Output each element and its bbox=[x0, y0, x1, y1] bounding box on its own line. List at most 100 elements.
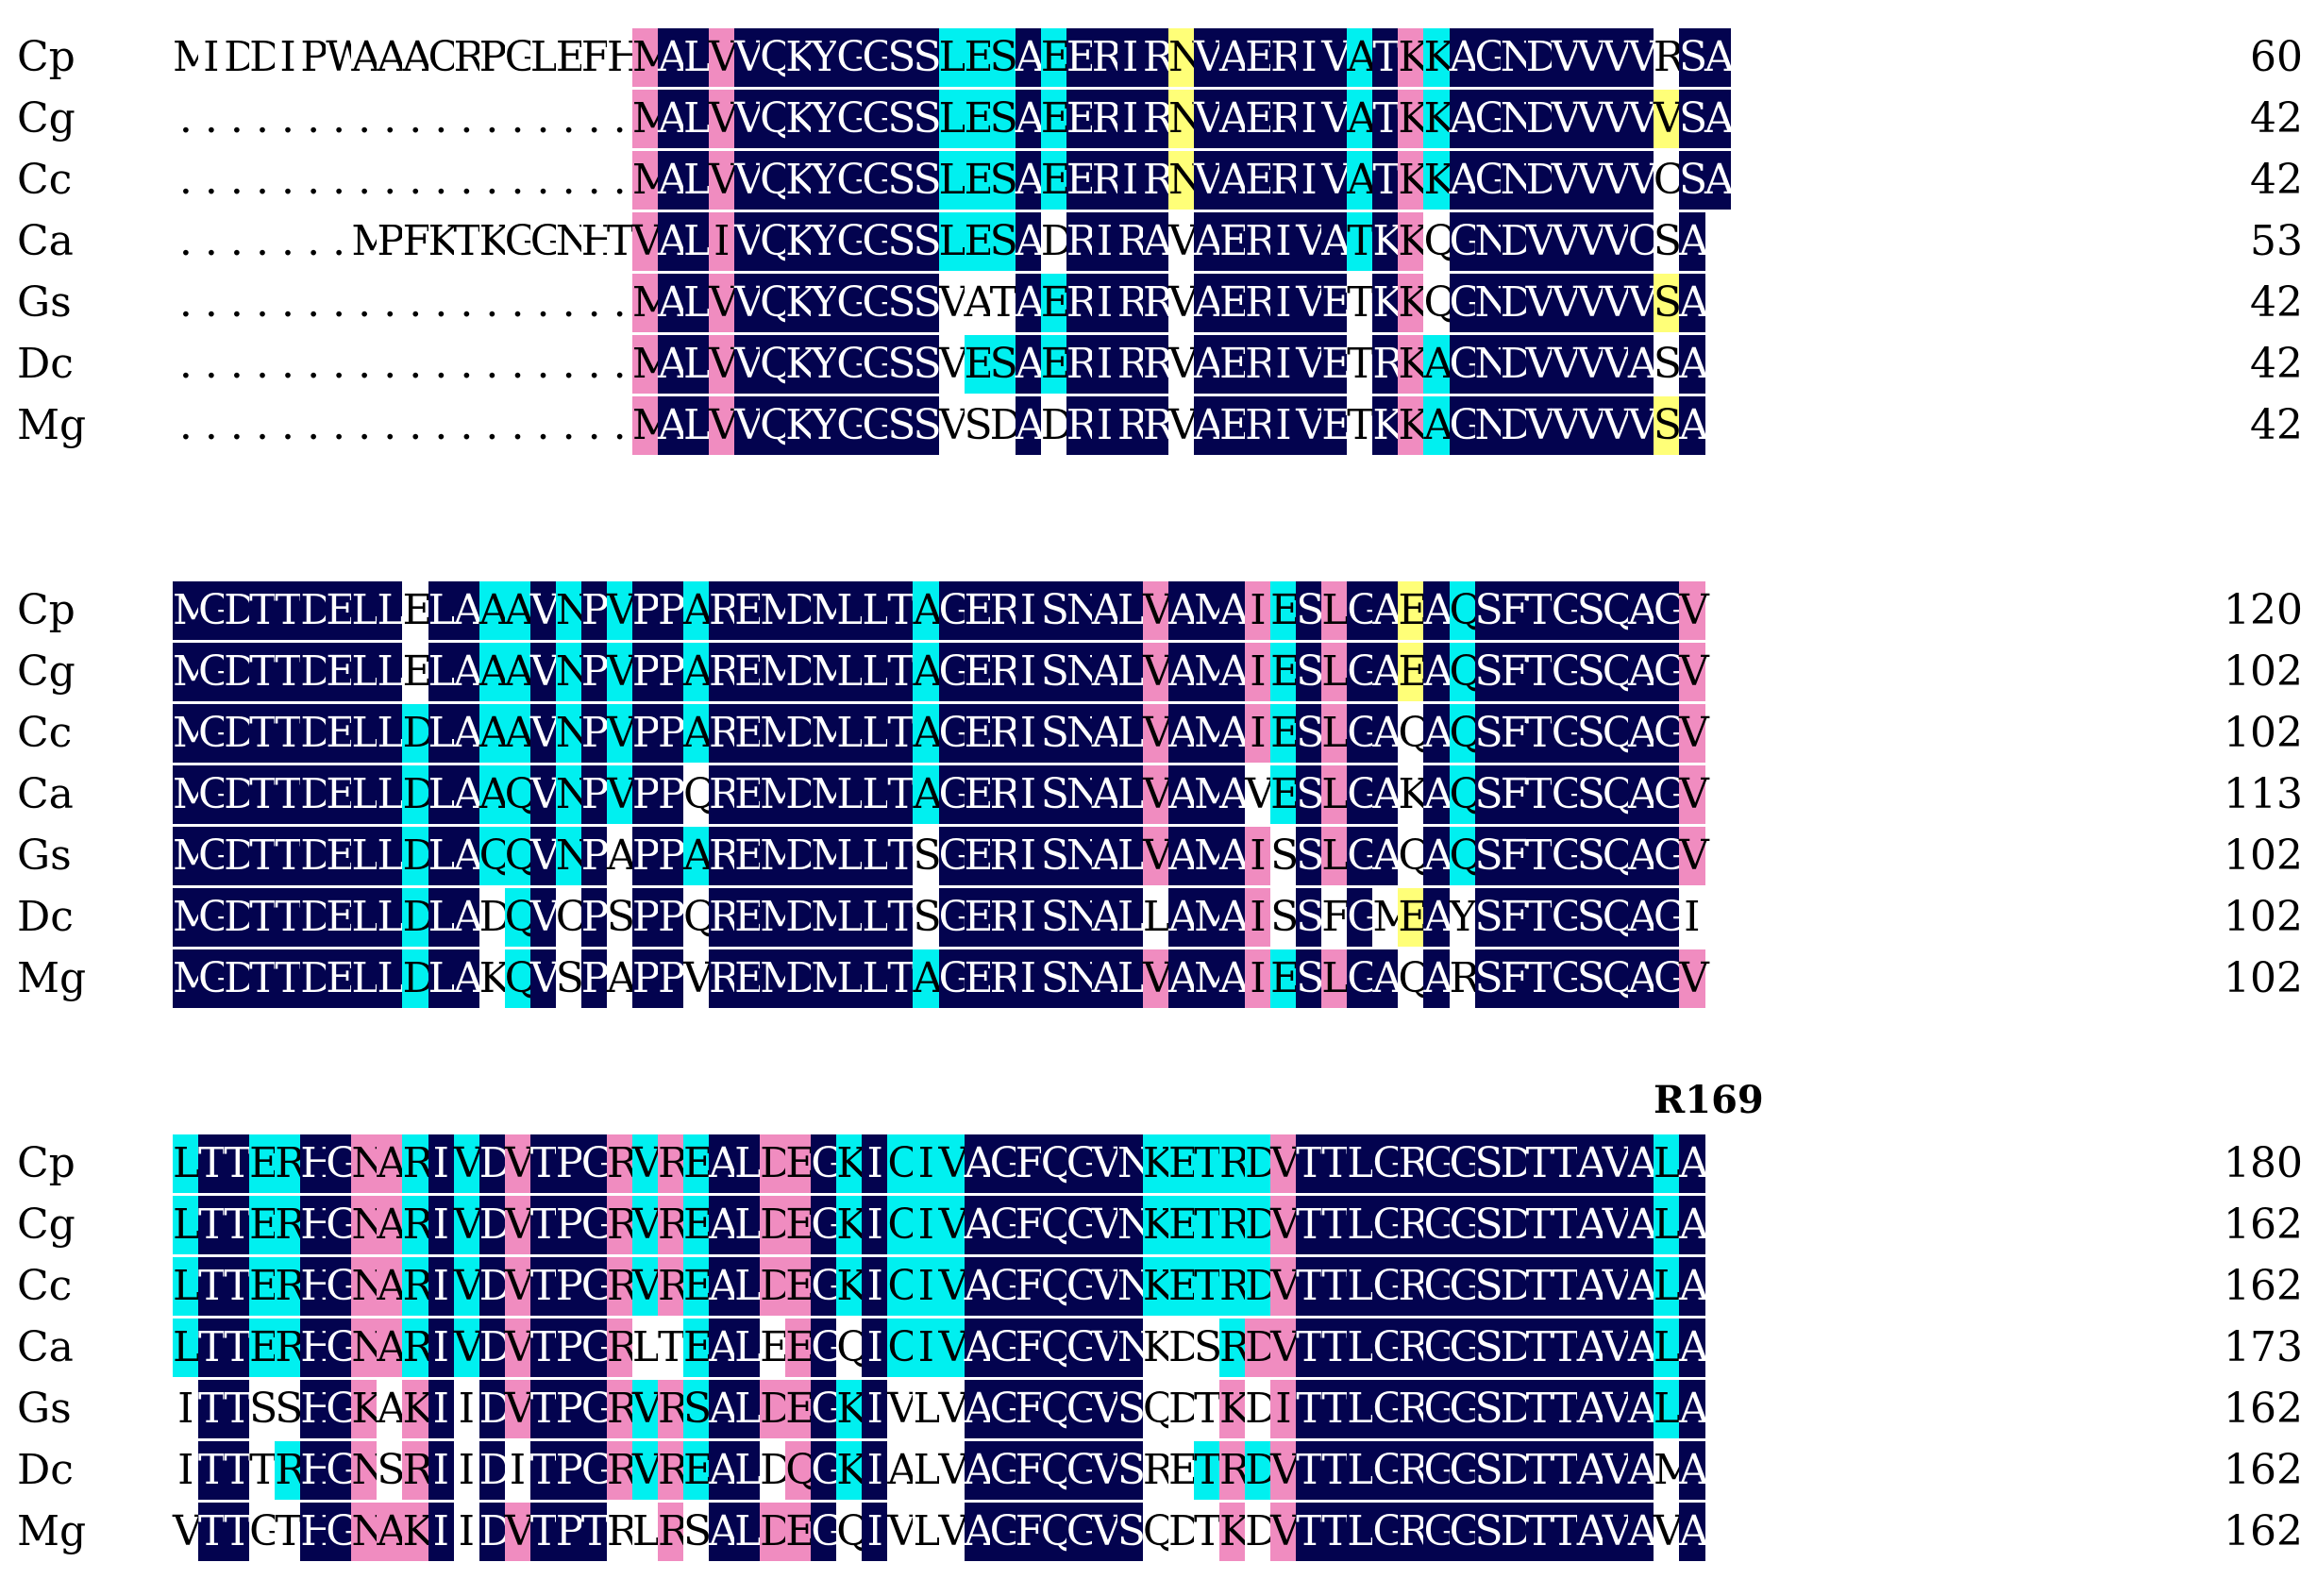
residue-cell: R bbox=[275, 1441, 306, 1500]
residue-cell: S bbox=[1576, 581, 1605, 640]
residue-cell: L bbox=[631, 1319, 660, 1377]
residue-cell: A bbox=[1015, 212, 1045, 271]
residue-cell: E bbox=[1167, 1134, 1199, 1193]
residue-cell: E bbox=[734, 827, 764, 885]
residue-cell: V bbox=[453, 1257, 483, 1316]
residue-cell: A bbox=[1219, 28, 1250, 87]
residue-cell: N bbox=[555, 704, 592, 763]
residue-cell: M bbox=[173, 949, 215, 1008]
residue-cell: G bbox=[580, 1441, 614, 1500]
residue-cell: . bbox=[300, 335, 327, 394]
residue-cell: . bbox=[326, 212, 352, 271]
residue-cell: G bbox=[1347, 949, 1380, 1008]
residue-cell: R bbox=[1398, 1319, 1430, 1377]
residue-cell: T bbox=[887, 643, 915, 701]
residue-cell: P bbox=[631, 827, 661, 885]
residue-cell: A bbox=[657, 396, 688, 455]
residue-cell: L bbox=[1321, 704, 1349, 763]
residue-cell: T bbox=[249, 704, 277, 763]
residue-cell: S bbox=[1653, 335, 1682, 394]
residue-cell: E bbox=[964, 765, 995, 824]
residue-cell: S bbox=[964, 396, 993, 455]
residue-cell: T bbox=[275, 643, 303, 701]
residue-cell: A bbox=[657, 28, 688, 87]
residue-cell: A bbox=[913, 704, 943, 763]
residue-cell: I bbox=[1117, 151, 1144, 210]
residue-cell: M bbox=[760, 704, 802, 763]
residue-cell: A bbox=[1576, 1134, 1607, 1193]
residue-cell: D bbox=[479, 1134, 512, 1193]
residue-cell: G bbox=[1653, 581, 1687, 640]
residue-cell: V bbox=[938, 274, 968, 332]
residue-cell: . bbox=[504, 396, 531, 455]
residue-cell: S bbox=[1296, 704, 1324, 763]
residue-cell: . bbox=[326, 151, 352, 210]
residue-cell: R bbox=[1398, 1441, 1430, 1500]
residue-cell: R bbox=[1066, 274, 1098, 332]
residue-cell: R bbox=[657, 1196, 689, 1254]
residue-cell: A bbox=[709, 1503, 739, 1561]
residue-cell: D bbox=[300, 888, 334, 947]
residue-cell: A bbox=[1678, 335, 1709, 394]
residue-cell: V bbox=[1602, 90, 1633, 148]
residue-cell: D bbox=[989, 396, 1023, 455]
residue-cell: . bbox=[428, 151, 455, 210]
residue-cell: I bbox=[1091, 396, 1118, 455]
residue-cell: E bbox=[683, 1257, 714, 1316]
residue-cell: E bbox=[326, 765, 356, 824]
residue-cell: I bbox=[428, 1380, 455, 1438]
residue-cell: T bbox=[249, 827, 277, 885]
residue-cell: M bbox=[1653, 1441, 1696, 1500]
residue-cell: Y bbox=[1449, 888, 1477, 947]
residue-cell: L bbox=[631, 1503, 660, 1561]
residue-cell: A bbox=[453, 949, 483, 1008]
residue-cell: N bbox=[1117, 1257, 1153, 1316]
residue-cell: A bbox=[1347, 151, 1377, 210]
residue-cell: V bbox=[453, 1196, 483, 1254]
residue-cell: R bbox=[606, 1196, 638, 1254]
residue-cell: Q bbox=[760, 212, 794, 271]
residue-cell: R bbox=[989, 827, 1021, 885]
residue-cell: K bbox=[1398, 28, 1429, 87]
residue-cell: D bbox=[1500, 1257, 1534, 1316]
residue-cell: R bbox=[709, 949, 740, 1008]
residue-cell: E bbox=[1321, 335, 1352, 394]
residue-cell: T bbox=[1347, 212, 1375, 271]
residue-cell: E bbox=[785, 1380, 815, 1438]
residue-cell: . bbox=[606, 396, 633, 455]
residue-cell: V bbox=[1091, 1196, 1122, 1254]
residue-cell: S bbox=[1296, 765, 1324, 824]
residue-cell: F bbox=[402, 212, 431, 271]
residue-cell: T bbox=[1372, 90, 1401, 148]
residue-cell: L bbox=[836, 888, 865, 947]
residue-cell: V bbox=[1602, 396, 1633, 455]
residue-cell: I bbox=[913, 1319, 940, 1377]
residue-cell: V bbox=[709, 90, 739, 148]
residue-cell: I bbox=[1270, 335, 1297, 394]
residue-cell: A bbox=[1627, 335, 1658, 394]
residue-cell: T bbox=[198, 1257, 226, 1316]
residue-cell: D bbox=[760, 1257, 793, 1316]
residue-cell: V bbox=[734, 151, 764, 210]
residue-cell: M bbox=[631, 396, 675, 455]
residue-cell: D bbox=[1500, 1319, 1534, 1377]
residue-cell: Q bbox=[479, 827, 513, 885]
residue-cell: R bbox=[989, 765, 1021, 824]
residue-cell: P bbox=[580, 643, 609, 701]
residue-cell: A bbox=[1219, 888, 1250, 947]
residue-cell: G bbox=[989, 1441, 1023, 1500]
residue-cell: G bbox=[989, 1503, 1023, 1561]
species-label: Cg bbox=[17, 1201, 76, 1249]
residue-cell: G bbox=[580, 1257, 614, 1316]
residue-cell: T bbox=[989, 274, 1017, 332]
residue-cell: R bbox=[989, 643, 1021, 701]
position-number: 102 bbox=[2224, 709, 2303, 757]
residue-cell: A bbox=[1576, 1319, 1607, 1377]
residue-cell: G bbox=[1449, 1503, 1483, 1561]
residue-cell: A bbox=[1372, 949, 1402, 1008]
residue-cell: D bbox=[224, 765, 257, 824]
residue-cell: L bbox=[734, 1134, 762, 1193]
residue-cell: V bbox=[1602, 1380, 1633, 1438]
residue-cell: V bbox=[1576, 274, 1607, 332]
residue-cell: A bbox=[1449, 90, 1479, 148]
